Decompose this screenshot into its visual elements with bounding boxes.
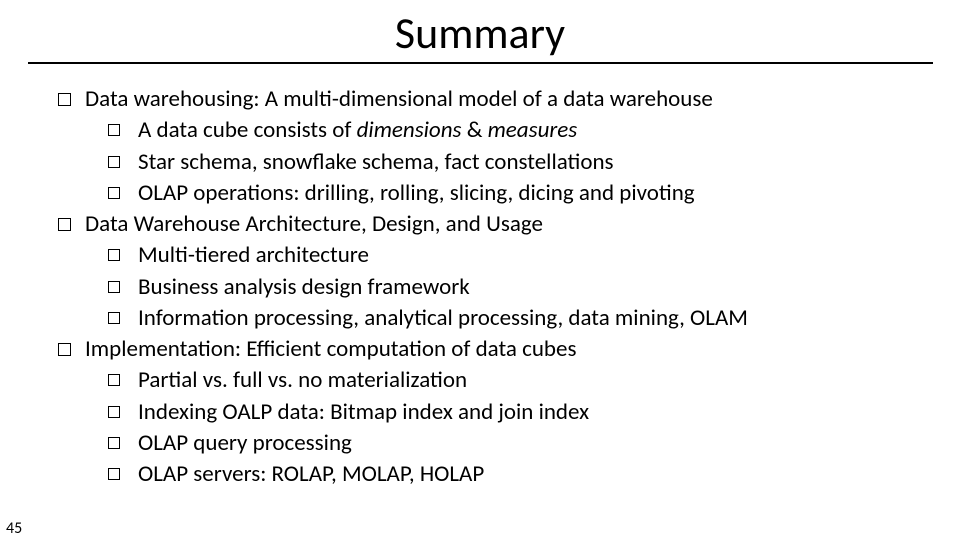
bullet-text: Multi-tiered architecture: [138, 240, 940, 271]
square-bullet-icon: [108, 187, 120, 199]
square-bullet-icon: [58, 343, 71, 356]
square-bullet-icon: [108, 406, 120, 418]
slide-number: 45: [6, 519, 22, 538]
square-bullet-icon: [108, 312, 120, 324]
bullet-item: Indexing OALP data: Bitmap index and joi…: [58, 397, 940, 428]
slide: Summary Data warehousing: A multi-dimens…: [0, 0, 960, 540]
square-bullet-icon: [108, 437, 120, 449]
square-bullet-icon: [108, 281, 120, 293]
bullet-item: Star schema, snowflake schema, fact cons…: [58, 147, 940, 178]
bullet-item: OLAP servers: ROLAP, MOLAP, HOLAP: [58, 459, 940, 490]
bullet-item: OLAP operations: drilling, rolling, slic…: [58, 178, 940, 209]
bullet-item: Implementation: Efficient computation of…: [58, 334, 940, 365]
bullet-text: OLAP servers: ROLAP, MOLAP, HOLAP: [138, 459, 940, 490]
bullet-item: Data Warehouse Architecture, Design, and…: [58, 209, 940, 240]
bullet-text: Information processing, analytical proce…: [138, 303, 940, 334]
bullet-item: Business analysis design framework: [58, 272, 940, 303]
square-bullet-icon: [108, 374, 120, 386]
title-rule: [28, 62, 933, 64]
slide-body: Data warehousing: A multi-dimensional mo…: [58, 84, 940, 490]
bullet-text: A data cube consists of dimensions & mea…: [138, 115, 940, 146]
square-bullet-icon: [108, 124, 120, 136]
bullet-item: A data cube consists of dimensions & mea…: [58, 115, 940, 146]
bullet-text: OLAP operations: drilling, rolling, slic…: [138, 178, 940, 209]
bullet-text: OLAP query processing: [138, 428, 940, 459]
square-bullet-icon: [58, 93, 71, 106]
square-bullet-icon: [58, 218, 71, 231]
square-bullet-icon: [108, 249, 120, 261]
bullet-item: Multi-tiered architecture: [58, 240, 940, 271]
bullet-text: Star schema, snowflake schema, fact cons…: [138, 147, 940, 178]
bullet-item: Data warehousing: A multi-dimensional mo…: [58, 84, 940, 115]
square-bullet-icon: [108, 156, 120, 168]
bullet-text: Business analysis design framework: [138, 272, 940, 303]
bullet-text: Implementation: Efficient computation of…: [85, 334, 940, 365]
bullet-text: Data warehousing: A multi-dimensional mo…: [85, 84, 940, 115]
bullet-text: Partial vs. full vs. no materialization: [138, 365, 940, 396]
square-bullet-icon: [108, 468, 120, 480]
slide-title: Summary: [0, 0, 960, 62]
bullet-item: Information processing, analytical proce…: [58, 303, 940, 334]
bullet-item: OLAP query processing: [58, 428, 940, 459]
bullet-item: Partial vs. full vs. no materialization: [58, 365, 940, 396]
bullet-text: Indexing OALP data: Bitmap index and joi…: [138, 397, 940, 428]
bullet-text: Data Warehouse Architecture, Design, and…: [85, 209, 940, 240]
